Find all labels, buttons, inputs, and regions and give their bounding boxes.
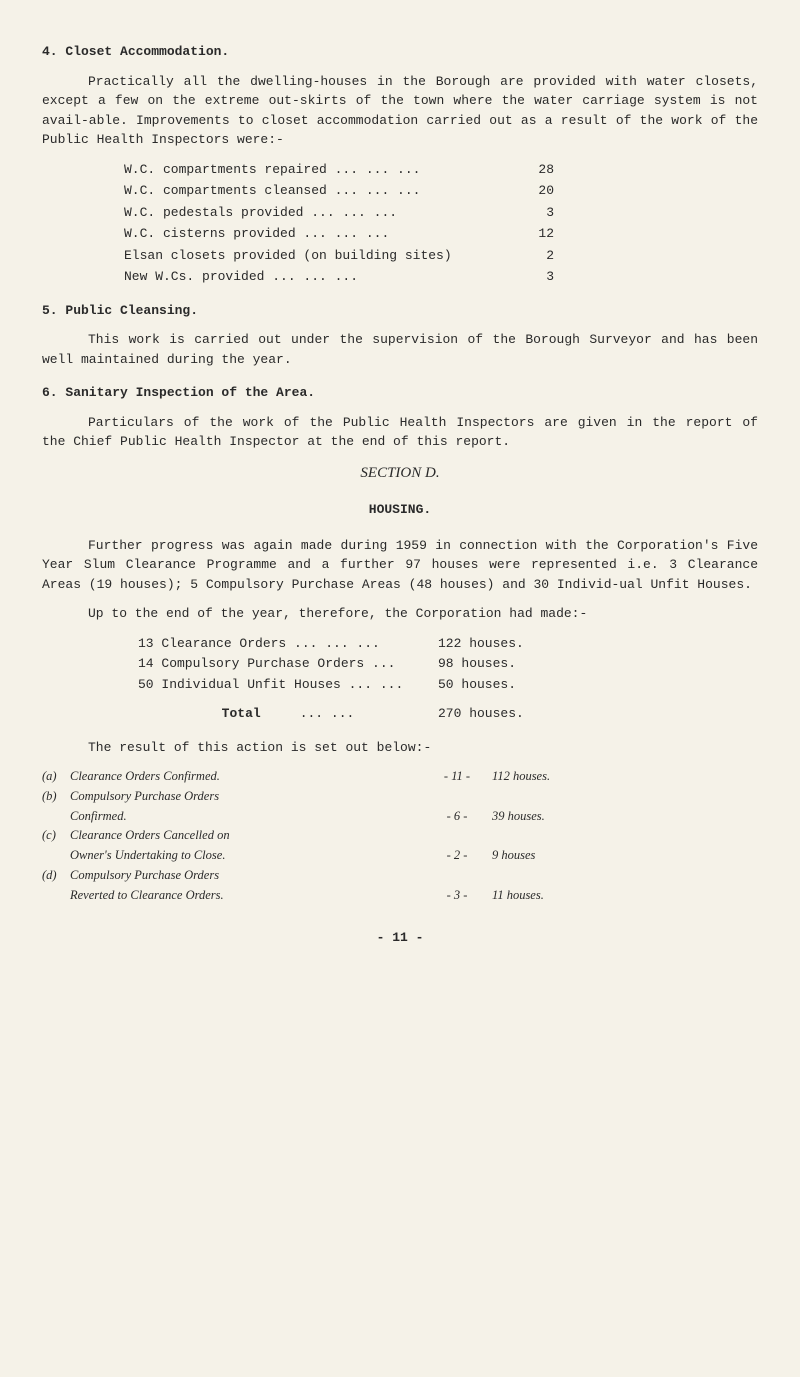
total-value: 270 houses. — [438, 704, 568, 724]
order-label: 14 Compulsory Purchase Orders ... — [138, 654, 438, 674]
clause-label: Reverted to Clearance Orders. — [70, 886, 422, 905]
para-housing-1: Further progress was again made during 1… — [42, 536, 758, 595]
para-housing-2: Up to the end of the year, therefore, th… — [42, 604, 758, 624]
clause-row: (c) Clearance Orders Cancelled on — [42, 826, 758, 845]
clause-label: Compulsory Purchase Orders — [70, 866, 422, 885]
order-row: 13 Clearance Orders ... ... ... 122 hous… — [138, 634, 758, 654]
order-row: 14 Compulsory Purchase Orders ... 98 hou… — [138, 654, 758, 674]
clause-dash: - 11 - — [422, 767, 492, 786]
clause-value — [492, 866, 612, 885]
clause-dash — [422, 826, 492, 845]
housing-title: HOUSING. — [42, 500, 758, 520]
clause-label: Owner's Undertaking to Close. — [70, 846, 422, 865]
clause-value: 39 houses. — [492, 807, 612, 826]
clause-value — [492, 787, 612, 806]
total-row: Total ... ... 270 houses. — [138, 704, 758, 724]
clause-letter — [42, 886, 70, 905]
wc-row: W.C. pedestals provided ... ... ... 3 — [124, 203, 758, 223]
para-result: The result of this action is set out bel… — [42, 738, 758, 758]
wc-label: W.C. compartments repaired ... ... ... — [124, 160, 514, 180]
orders-list: 13 Clearance Orders ... ... ... 122 hous… — [42, 634, 758, 695]
order-value: 50 houses. — [438, 675, 568, 695]
order-label: 13 Clearance Orders ... ... ... — [138, 634, 438, 654]
order-value: 98 houses. — [438, 654, 568, 674]
clause-label: Clearance Orders Cancelled on — [70, 826, 422, 845]
wc-row: W.C. cisterns provided ... ... ... 12 — [124, 224, 758, 244]
wc-label: W.C. pedestals provided ... ... ... — [124, 203, 514, 223]
order-label: 50 Individual Unfit Houses ... ... — [138, 675, 438, 695]
para-5: This work is carried out under the super… — [42, 330, 758, 369]
clause-dash — [422, 787, 492, 806]
wc-label: New W.Cs. provided ... ... ... — [124, 267, 514, 287]
clause-label: Confirmed. — [70, 807, 422, 826]
wc-list: W.C. compartments repaired ... ... ... 2… — [42, 160, 758, 287]
order-value: 122 houses. — [438, 634, 568, 654]
para-4-a: Practically all the dwelling-houses in t… — [42, 72, 758, 150]
wc-value: 2 — [514, 246, 554, 266]
wc-label: W.C. cisterns provided ... ... ... — [124, 224, 514, 244]
clause-label: Clearance Orders Confirmed. — [70, 767, 422, 786]
clause-letter: (d) — [42, 866, 70, 885]
wc-row: W.C. compartments cleansed ... ... ... 2… — [124, 181, 758, 201]
clause-value — [492, 826, 612, 845]
wc-row: Elsan closets provided (on building site… — [124, 246, 758, 266]
clause-dash: - 3 - — [422, 886, 492, 905]
clause-row: (b) Compulsory Purchase Orders — [42, 787, 758, 806]
wc-row: New W.Cs. provided ... ... ... 3 — [124, 267, 758, 287]
wc-value: 3 — [514, 267, 554, 287]
section-d-title: SECTION D. — [42, 462, 758, 485]
total-label: Total ... ... — [138, 704, 438, 724]
clause-row: Confirmed. - 6 - 39 houses. — [42, 807, 758, 826]
clause-row: Reverted to Clearance Orders. - 3 - 11 h… — [42, 886, 758, 905]
wc-value: 3 — [514, 203, 554, 223]
wc-row: W.C. compartments repaired ... ... ... 2… — [124, 160, 758, 180]
clause-row: Owner's Undertaking to Close. - 2 - 9 ho… — [42, 846, 758, 865]
clause-dash: - 6 - — [422, 807, 492, 826]
clause-row: (d) Compulsory Purchase Orders — [42, 866, 758, 885]
clauses-list: (a) Clearance Orders Confirmed. - 11 - 1… — [42, 767, 758, 904]
clause-value: 9 houses — [492, 846, 612, 865]
clause-letter: (a) — [42, 767, 70, 786]
wc-value: 28 — [514, 160, 554, 180]
clause-letter — [42, 807, 70, 826]
clause-letter: (b) — [42, 787, 70, 806]
wc-value: 20 — [514, 181, 554, 201]
heading-4: 4. Closet Accommodation. — [42, 42, 758, 62]
clause-value: 11 houses. — [492, 886, 612, 905]
clause-label: Compulsory Purchase Orders — [70, 787, 422, 806]
total-word: Total — [222, 706, 261, 721]
clause-letter — [42, 846, 70, 865]
wc-label: W.C. compartments cleansed ... ... ... — [124, 181, 514, 201]
order-row: 50 Individual Unfit Houses ... ... 50 ho… — [138, 675, 758, 695]
clause-dash — [422, 866, 492, 885]
page-number: - 11 - — [42, 928, 758, 948]
wc-value: 12 — [514, 224, 554, 244]
wc-label: Elsan closets provided (on building site… — [124, 246, 514, 266]
heading-5: 5. Public Cleansing. — [42, 301, 758, 321]
para-6: Particulars of the work of the Public He… — [42, 413, 758, 452]
clause-letter: (c) — [42, 826, 70, 845]
clause-dash: - 2 - — [422, 846, 492, 865]
clause-value: 112 houses. — [492, 767, 612, 786]
clause-row: (a) Clearance Orders Confirmed. - 11 - 1… — [42, 767, 758, 786]
heading-6: 6. Sanitary Inspection of the Area. — [42, 383, 758, 403]
total-dots: ... ... — [300, 706, 355, 721]
